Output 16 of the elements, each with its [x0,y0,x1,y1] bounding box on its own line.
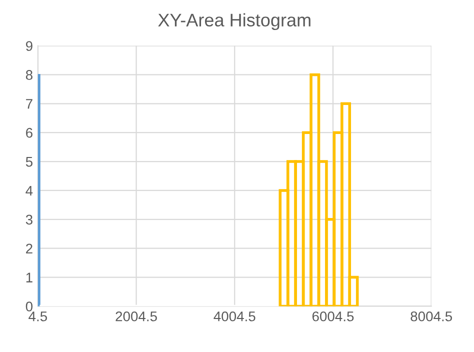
y-tick-label: 2 [26,244,32,254]
x-tick-label: 8004.5 [410,311,452,322]
y-tick-label: 7 [26,99,32,109]
x-tick-label: 4004.5 [214,311,256,322]
y-tick-label: 3 [26,214,32,225]
x-tick-label: 2004.5 [116,311,157,322]
y-tick-label: 4 [26,186,33,196]
y-tick-label: 9 [26,41,32,51]
chart-title: XY-Area Histogram [158,13,310,30]
y-tick-label: 8 [26,70,32,80]
y-tick-label: 5 [26,157,32,167]
y-tick-label: 0 [26,302,33,312]
x-tick-label: 6004.5 [312,311,354,322]
x-tick-label: 4.5 [28,312,47,322]
y-tick-label: 6 [26,128,32,138]
y-tick-label: 1 [26,272,32,282]
